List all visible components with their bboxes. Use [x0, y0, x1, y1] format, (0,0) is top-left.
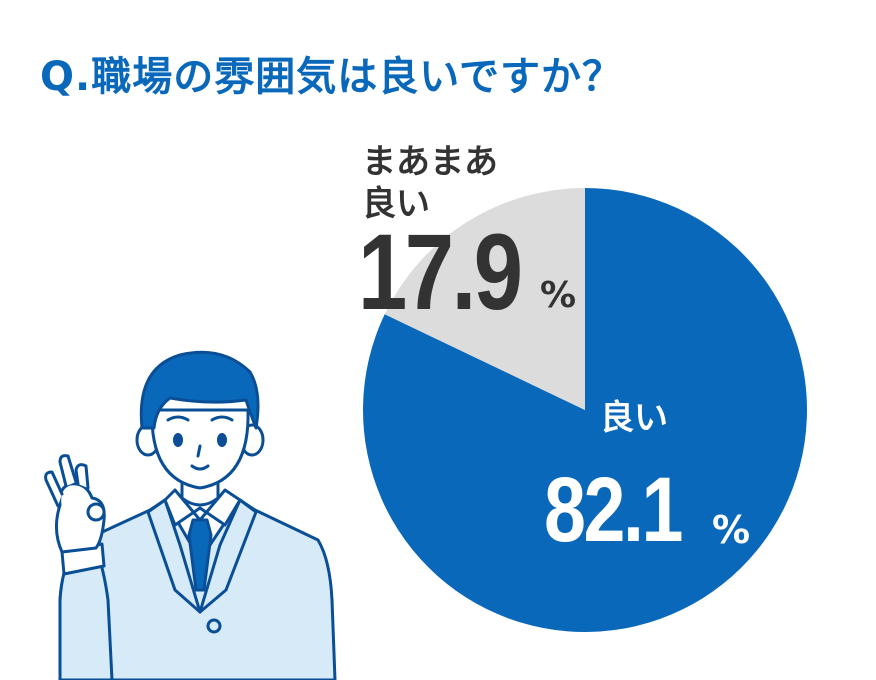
slice-label-good: 良い [600, 398, 668, 438]
pie-slice-okay [384, 188, 585, 410]
question-title: Q.職場の雰囲気は良いですか？ [40, 54, 623, 100]
slice-value-good: 82.1 [544, 459, 683, 561]
slice-label-okay-line2: 良い [362, 184, 430, 224]
slice-label-okay-line1: まあまあ [362, 142, 498, 182]
slice-unit-okay: % [540, 275, 577, 316]
slice-value-okay: 17.9 [358, 211, 523, 332]
slice-unit-good: % [712, 508, 751, 552]
